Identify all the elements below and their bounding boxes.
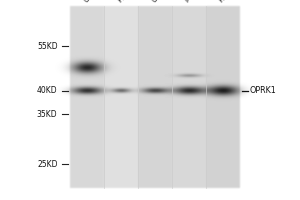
Text: Mouse brain: Mouse brain: [185, 0, 220, 4]
Text: U-937: U-937: [151, 0, 171, 4]
Text: HeLa: HeLa: [117, 0, 134, 4]
Text: 40KD: 40KD: [37, 86, 58, 95]
Text: 55KD: 55KD: [37, 42, 58, 51]
Text: OPRK1: OPRK1: [250, 86, 277, 95]
Text: Rat brain: Rat brain: [219, 0, 246, 4]
Text: U-251: U-251: [83, 0, 103, 4]
Text: 35KD: 35KD: [37, 110, 58, 119]
Text: 25KD: 25KD: [37, 160, 58, 169]
